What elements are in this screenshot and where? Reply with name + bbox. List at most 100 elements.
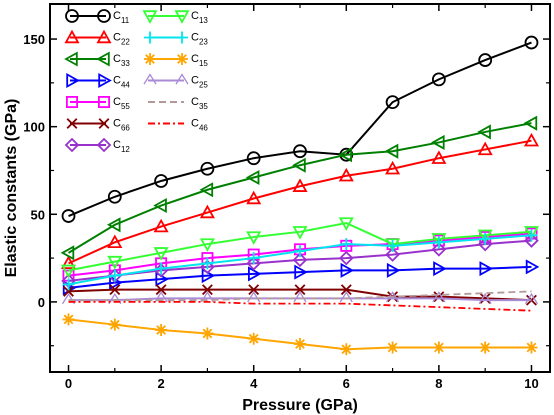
legend-label-subscript: 44	[121, 81, 130, 90]
data-point	[201, 284, 213, 296]
data-point	[199, 238, 215, 252]
legend-label-main: C	[191, 118, 199, 130]
data-point	[432, 236, 445, 249]
series-c33	[60, 115, 538, 261]
legend-item-c44: C44	[66, 72, 130, 90]
data-point	[340, 238, 353, 251]
data-point	[433, 291, 445, 303]
series-c66	[63, 284, 537, 306]
y-tick-label: 150	[23, 32, 45, 47]
data-point	[524, 35, 539, 50]
data-point	[246, 151, 261, 166]
data-point	[294, 264, 308, 280]
data-point	[294, 337, 306, 350]
data-point	[64, 29, 80, 44]
legend-label-main: C	[191, 96, 199, 108]
data-point	[294, 284, 306, 296]
data-point	[340, 262, 355, 278]
x-tick-label: 8	[435, 376, 442, 391]
data-point	[292, 252, 308, 268]
legend-label: C35	[191, 96, 208, 111]
data-point	[523, 115, 538, 131]
data-point	[246, 231, 262, 245]
data-point	[62, 278, 75, 291]
data-point	[386, 341, 399, 354]
data-point	[479, 261, 494, 277]
legend-label-main: C	[113, 96, 121, 108]
data-point	[431, 233, 447, 247]
legend-label-main: C	[113, 118, 121, 130]
data-point	[153, 197, 167, 214]
data-point	[62, 313, 75, 326]
series-c15	[62, 313, 538, 356]
data-point	[478, 292, 492, 305]
legend-label-main: C	[113, 10, 121, 22]
legend-label: C25	[191, 75, 208, 90]
data-point	[175, 73, 189, 85]
legend-label-subscript: 11	[121, 16, 130, 25]
data-point	[154, 174, 169, 188]
data-point	[201, 257, 214, 270]
y-axis-title: Elastic constants (GPa)	[3, 99, 20, 278]
legend-label: C12	[113, 139, 130, 154]
data-point	[65, 9, 79, 23]
data-point	[64, 137, 80, 153]
data-point	[108, 318, 121, 331]
data-point	[386, 262, 401, 278]
legend-label: C15	[191, 53, 208, 68]
data-point	[478, 53, 493, 67]
data-point	[66, 96, 79, 109]
data-point	[174, 10, 190, 24]
legend-item-c22: C22	[64, 29, 130, 47]
legend-label: C13	[191, 10, 208, 25]
x-axis-title: Pressure (GPa)	[242, 397, 358, 414]
data-point	[294, 245, 306, 258]
series-line	[68, 222, 532, 272]
data-point	[525, 259, 540, 275]
legend-label-main: C	[191, 32, 199, 44]
data-point	[431, 150, 447, 164]
data-point	[477, 141, 493, 156]
legend-label-main: C	[113, 75, 121, 87]
data-point	[524, 292, 539, 305]
data-point	[108, 269, 121, 282]
legend-label: C55	[113, 96, 130, 111]
series-c13	[60, 217, 540, 279]
data-point	[98, 118, 110, 129]
data-point	[525, 229, 538, 242]
series-c35	[68, 290, 532, 302]
data-point	[199, 182, 214, 198]
legend-item-c12: C12	[64, 137, 130, 154]
data-point	[339, 250, 354, 266]
legend-label-subscript: 22	[121, 38, 130, 47]
series-c12	[61, 233, 539, 289]
data-point	[96, 137, 112, 153]
data-point	[292, 178, 308, 192]
data-point	[153, 218, 169, 233]
data-point	[96, 51, 110, 67]
data-point	[338, 217, 354, 231]
data-point	[61, 209, 76, 223]
data-point	[523, 226, 540, 240]
series-line	[68, 41, 532, 217]
data-point	[155, 262, 168, 275]
data-point	[338, 167, 354, 182]
legend-label-subscript: 25	[199, 81, 208, 90]
series-line	[68, 290, 532, 302]
data-point	[340, 343, 353, 356]
data-point	[153, 247, 169, 261]
data-point	[66, 72, 80, 89]
data-point	[199, 204, 215, 219]
legend-label: C44	[113, 75, 130, 90]
legend-label: C66	[113, 118, 130, 133]
data-point	[524, 233, 539, 248]
data-point	[60, 264, 77, 279]
data-point	[292, 226, 308, 240]
data-point	[386, 291, 400, 303]
data-point	[155, 323, 168, 336]
data-point	[432, 341, 445, 354]
legend-label-subscript: 46	[199, 124, 208, 133]
data-point	[96, 29, 112, 44]
data-point	[247, 252, 260, 265]
